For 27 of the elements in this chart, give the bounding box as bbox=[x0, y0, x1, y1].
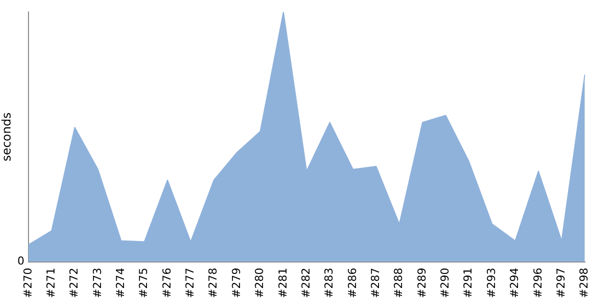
x-tick-label: #280 bbox=[253, 268, 266, 298]
x-tick-label: #287 bbox=[369, 268, 382, 298]
x-tick-label: #271 bbox=[44, 268, 58, 298]
x-tick-label: #275 bbox=[137, 268, 150, 298]
x-tick-label: #288 bbox=[392, 268, 406, 298]
x-tick-label: #293 bbox=[484, 268, 498, 298]
x-tick-label: #298 bbox=[578, 268, 591, 298]
x-tick-label: #274 bbox=[114, 268, 127, 298]
text: 0 bbox=[17, 254, 24, 268]
x-tick-label: #291 bbox=[462, 268, 475, 298]
x-tick-label: #278 bbox=[206, 268, 220, 298]
x-tick-label: #296 bbox=[531, 268, 544, 298]
x-tick-label: #297 bbox=[554, 268, 568, 298]
x-tick-label: #276 bbox=[160, 268, 174, 298]
x-tick-label: #282 bbox=[299, 268, 312, 298]
x-tick-label: #273 bbox=[90, 268, 104, 298]
x-tick-label: #277 bbox=[184, 268, 197, 298]
x-tick-label: #281 bbox=[276, 268, 290, 298]
x-tick-label: #279 bbox=[230, 268, 243, 298]
x-tick-label: #270 bbox=[21, 268, 34, 298]
x-tick-label: #286 bbox=[346, 268, 359, 298]
x-tick-label: #272 bbox=[68, 268, 81, 298]
x-tick-label: #294 bbox=[508, 268, 522, 298]
x-tick-label: #289 bbox=[415, 268, 428, 298]
x-tick-label: #283 bbox=[322, 268, 336, 298]
x-tick-label: #290 bbox=[438, 268, 452, 298]
y-axis-title: seconds bbox=[0, 112, 14, 162]
